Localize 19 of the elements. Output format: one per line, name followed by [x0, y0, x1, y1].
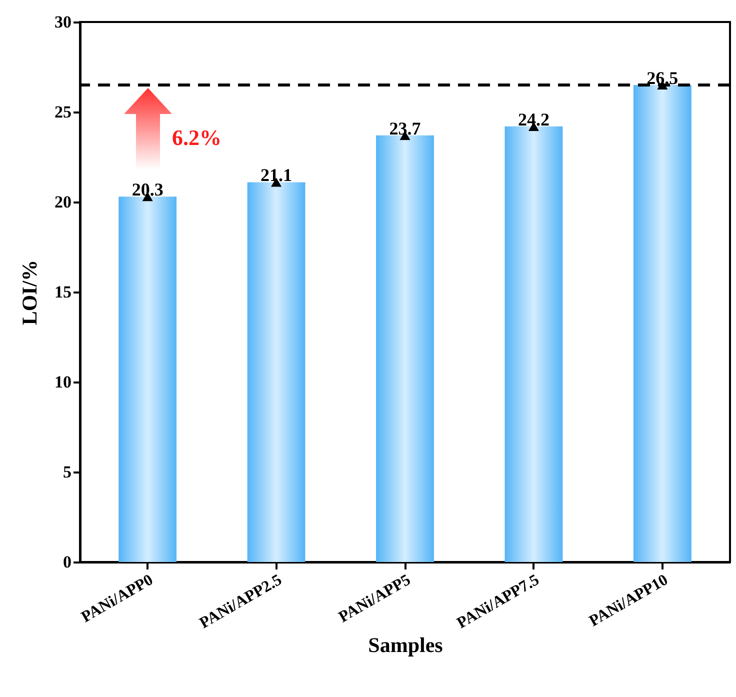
y-tick-label: 20: [54, 192, 72, 212]
data-label: 21.1: [260, 165, 292, 186]
y-tick-label: 15: [54, 282, 72, 302]
y-tick-label: 10: [54, 372, 72, 392]
y-tick-label: 0: [63, 552, 72, 572]
bar: [118, 196, 177, 562]
x-axis-title: Samples: [368, 633, 443, 658]
data-label: 20.3: [132, 180, 164, 200]
bar: [247, 182, 306, 562]
y-axis-title: LOI/%: [18, 260, 42, 326]
data-label: 24.2: [518, 109, 550, 130]
y-tick-label: 5: [63, 462, 72, 482]
y-tick-label: 25: [54, 102, 72, 122]
y-tick-label: 30: [54, 12, 72, 32]
annotation: 6.2%: [172, 125, 222, 150]
data-label: 23.7: [389, 118, 421, 138]
bar: [633, 85, 692, 562]
bar: [376, 135, 434, 562]
bar: [504, 126, 563, 562]
